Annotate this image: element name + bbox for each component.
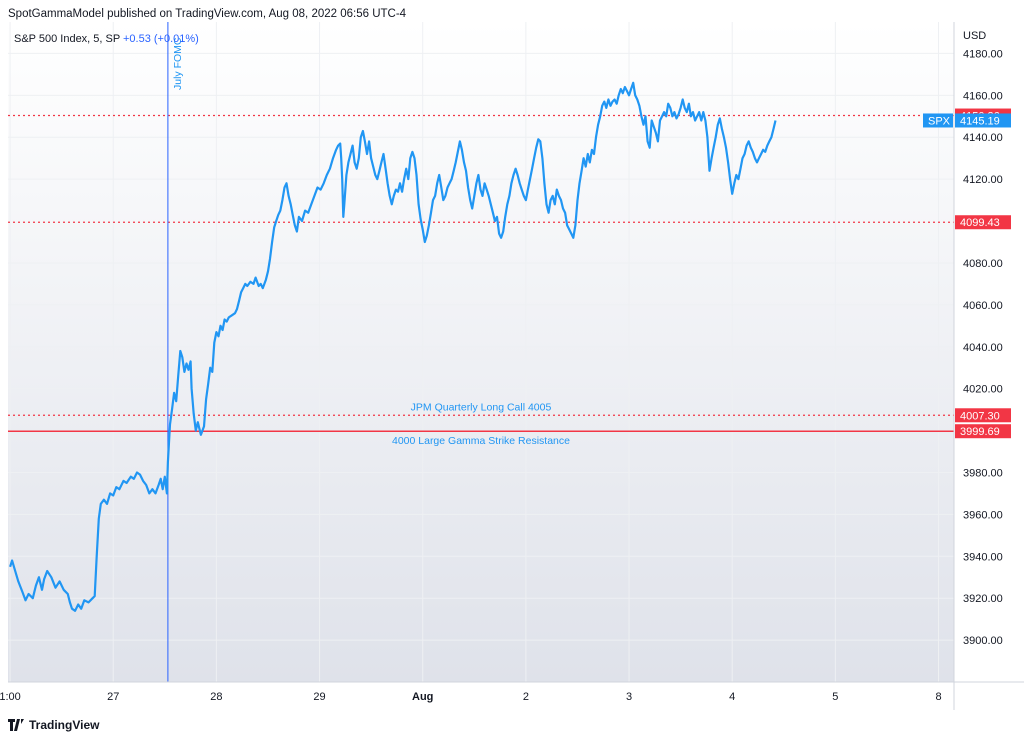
price-axis[interactable]: 3900.00 3920.00 3940.00 3960.00 3980.00 4020.… — [963, 48, 1003, 647]
x-tick-label: Aug — [412, 691, 433, 703]
publisher-header: SpotGammaModel published on TradingView.… — [8, 8, 406, 20]
y-tick-label: 4140.00 — [963, 132, 1003, 144]
series-line — [9, 81, 777, 612]
fomc-marker: July FOMC — [167, 22, 184, 682]
y-tick-label: 4120.00 — [963, 174, 1003, 186]
currency-label: USD — [963, 30, 986, 42]
tradingview-logo-icon — [8, 719, 24, 731]
x-tick-label: 29 — [313, 691, 325, 703]
level-annotation: JPM Quarterly Long Call 4005 — [411, 401, 552, 413]
x-tick-label: 1:00 — [0, 691, 21, 703]
y-tick-label: 3980.00 — [963, 467, 1003, 479]
x-tick-label: 8 — [935, 691, 941, 703]
x-tick-label: 2 — [523, 691, 529, 703]
y-tick-label: 4180.00 — [963, 48, 1003, 60]
current-price-badge — [955, 113, 1011, 128]
level-price-badge — [955, 408, 1011, 423]
level-price-badge — [955, 424, 1011, 439]
series-name-label: SPX — [928, 115, 951, 127]
time-axis[interactable]: 1:00 27 28 29 Aug 2 3 4 5 8 — [0, 691, 942, 703]
y-tick-label: 4160.00 — [963, 90, 1003, 102]
y-tick-label: 3900.00 — [963, 635, 1003, 647]
x-tick-label: 5 — [832, 691, 838, 703]
tradingview-footer[interactable]: TradingView — [8, 716, 99, 734]
grid-horizontal — [8, 52, 954, 641]
price-series — [9, 81, 777, 612]
publisher-text: SpotGammaModel published on TradingView.… — [8, 8, 407, 20]
y-tick-label: 3920.00 — [963, 593, 1003, 605]
horizontal-levels: JPM Quarterly Long Call 4005 4000 Large G… — [8, 114, 954, 447]
legend-change: +0.53 (+0.01%) — [123, 33, 199, 45]
y-tick-label: 3940.00 — [963, 551, 1003, 563]
level-price-badge — [955, 215, 1011, 230]
y-tick-label: 4020.00 — [963, 384, 1003, 396]
level-price-label: 4007.30 — [960, 410, 1000, 422]
level-price-label: 4099.43 — [960, 217, 1000, 229]
grid-vertical — [9, 22, 940, 682]
series-name-badge — [923, 113, 953, 128]
y-tick-label: 4060.00 — [963, 300, 1003, 312]
symbol-legend[interactable]: S&P 500 Index, 5, SP +0.53 (+0.01%) — [14, 33, 199, 45]
current-price-label: 4145.19 — [960, 115, 1000, 127]
x-tick-label: 28 — [210, 691, 222, 703]
y-tick-label: 4040.00 — [963, 342, 1003, 354]
level-annotation: 4000 Large Gamma Strike Resistance — [392, 435, 570, 447]
plot-background — [8, 22, 954, 682]
legend-symbol: S&P 500 Index, 5, SP — [14, 33, 120, 45]
fomc-label: July FOMC — [172, 37, 184, 90]
brand-name: TradingView — [29, 718, 100, 732]
level-price-label: 3999.69 — [960, 426, 1000, 438]
x-tick-label: 27 — [107, 691, 119, 703]
x-tick-label: 3 — [626, 691, 632, 703]
y-tick-label: 4080.00 — [963, 258, 1003, 270]
x-tick-label: 4 — [729, 691, 735, 703]
y-tick-label: 3960.00 — [963, 509, 1003, 521]
